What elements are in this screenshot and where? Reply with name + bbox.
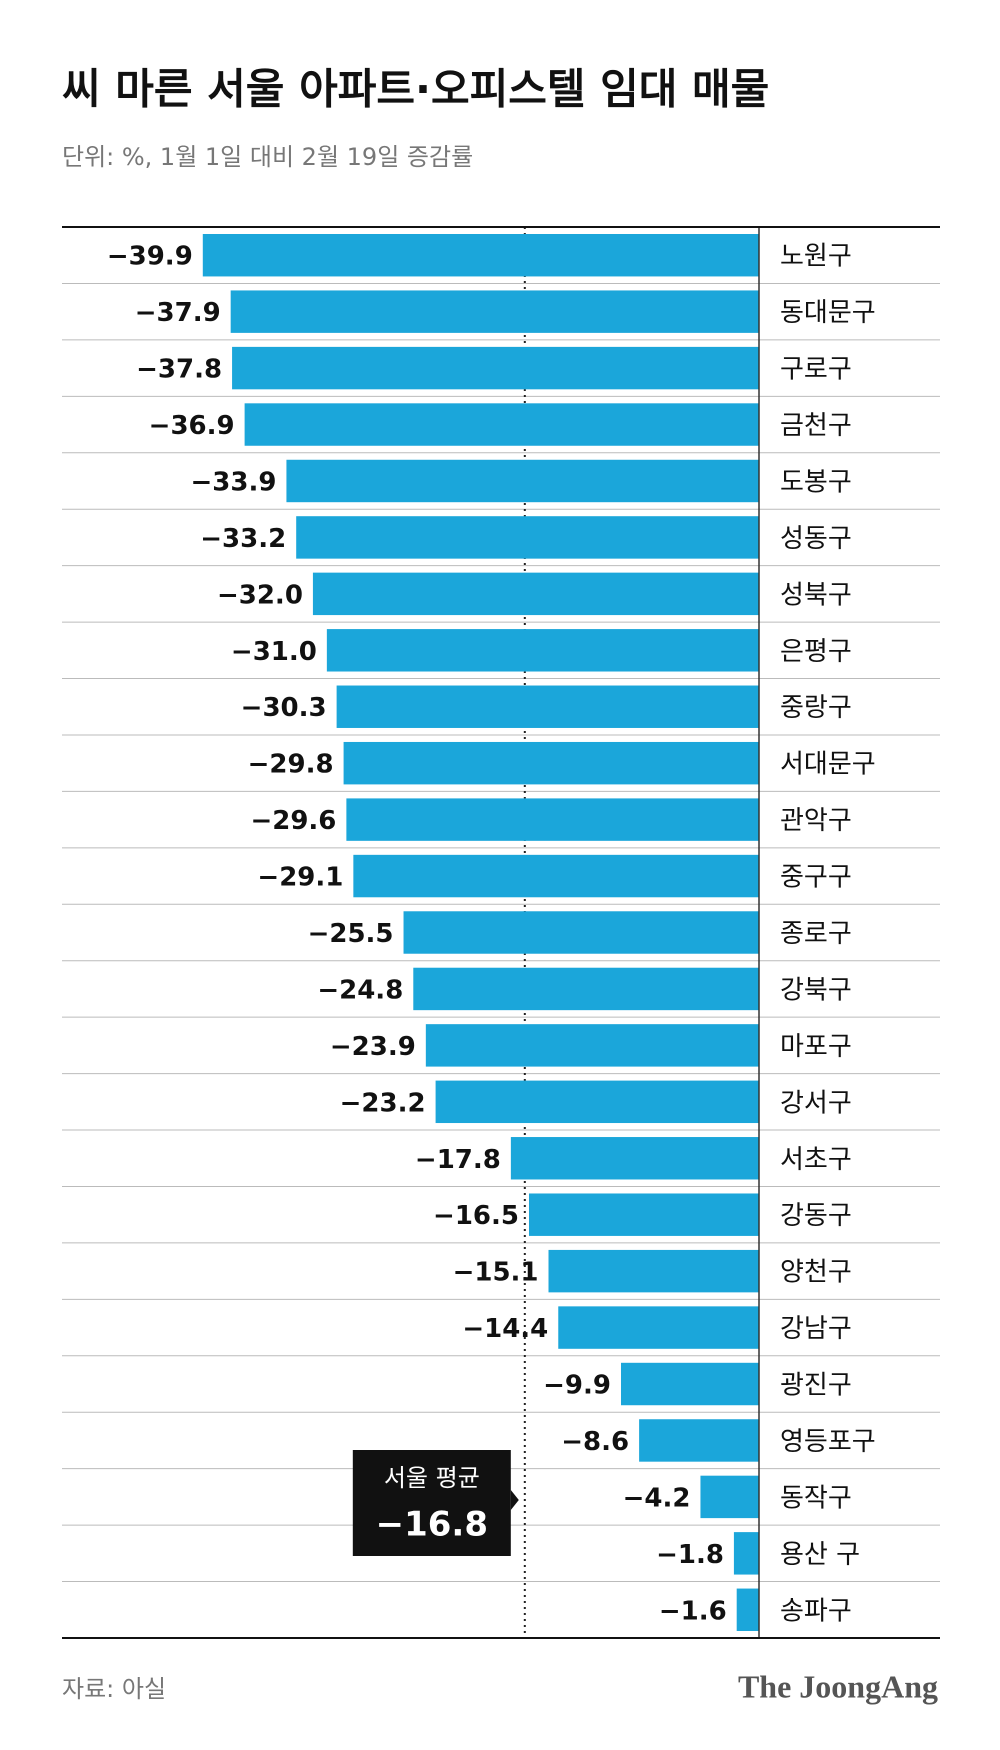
value-label: −16.5 — [433, 1201, 519, 1231]
category-label: 강남구 — [780, 1314, 852, 1344]
value-label: −31.0 — [231, 637, 317, 667]
chart-title: 씨 마른 서울 아파트·오피스텔 임대 매물 — [62, 65, 769, 114]
value-label: −1.8 — [656, 1540, 724, 1570]
brand: The JoongAng — [738, 1668, 938, 1704]
bar — [403, 911, 759, 954]
bar — [620, 1362, 759, 1406]
value-label: −33.9 — [190, 467, 276, 497]
value-label: −39.9 — [107, 242, 193, 272]
category-label: 금천구 — [780, 411, 852, 441]
category-label: 서초구 — [780, 1145, 852, 1175]
value-label: −25.5 — [308, 919, 394, 949]
value-label: −30.3 — [241, 693, 327, 723]
bar — [343, 741, 759, 785]
chart-subtitle: 단위: %, 1월 1일 대비 2월 19일 증감률 — [62, 143, 473, 171]
category-label: 중랑구 — [780, 693, 852, 723]
bar — [353, 854, 759, 898]
bar — [528, 1193, 759, 1236]
bar — [232, 346, 759, 390]
bar — [202, 234, 759, 277]
category-label: 은평구 — [780, 637, 852, 667]
value-label: −9.9 — [543, 1371, 611, 1401]
value-label: −36.9 — [149, 411, 235, 441]
source: 자료: 아실 — [62, 1675, 166, 1703]
bar — [296, 516, 759, 559]
value-label: −33.2 — [200, 524, 286, 554]
value-label: −37.9 — [135, 298, 221, 328]
category-label: 양천구 — [780, 1258, 852, 1288]
bar — [435, 1080, 759, 1124]
category-label: 동작구 — [780, 1483, 852, 1513]
value-label: −32.0 — [217, 580, 303, 610]
bar — [244, 403, 759, 446]
annotation-pointer — [510, 1490, 519, 1510]
bar — [639, 1419, 759, 1462]
value-label: −4.2 — [623, 1483, 691, 1513]
category-label: 성북구 — [780, 580, 852, 610]
bar — [510, 1137, 759, 1180]
category-label: 송파구 — [780, 1596, 852, 1626]
value-label: −1.6 — [659, 1596, 727, 1626]
bar — [312, 572, 759, 616]
bar — [700, 1475, 759, 1519]
category-label: 중구구 — [780, 863, 852, 893]
value-label: −29.1 — [257, 863, 343, 893]
value-label: −24.8 — [317, 975, 403, 1005]
category-label: 노원구 — [780, 242, 852, 272]
value-label: −29.6 — [250, 806, 336, 836]
bar — [736, 1588, 759, 1631]
category-label: 강북구 — [780, 975, 852, 1005]
category-label: 구로구 — [780, 355, 852, 385]
category-label: 영등포구 — [780, 1427, 876, 1457]
bar — [286, 459, 759, 503]
bar — [346, 798, 759, 841]
bar — [558, 1306, 759, 1349]
category-label: 종로구 — [780, 919, 852, 949]
value-label: −29.8 — [248, 750, 334, 780]
category-label: 강서구 — [780, 1088, 852, 1118]
value-label: −37.8 — [136, 355, 222, 385]
bar — [733, 1532, 759, 1575]
reference-value: −16.8 — [376, 1505, 488, 1545]
category-label: 용산 구 — [780, 1540, 860, 1570]
bar — [326, 629, 759, 672]
bar — [548, 1249, 759, 1293]
value-label: −14.4 — [462, 1314, 548, 1344]
value-label: −17.8 — [415, 1145, 501, 1175]
bar — [413, 967, 759, 1011]
bar — [336, 685, 759, 728]
category-label: 서대문구 — [780, 750, 876, 780]
category-label: 관악구 — [780, 806, 852, 836]
category-label: 도봉구 — [780, 467, 852, 497]
value-label: −23.9 — [330, 1032, 416, 1062]
category-label: 광진구 — [780, 1371, 852, 1401]
bar — [425, 1024, 759, 1067]
category-label: 성동구 — [780, 524, 852, 554]
reference-label: 서울 평균 — [384, 1464, 480, 1492]
category-label: 마포구 — [780, 1032, 852, 1062]
value-label: −15.1 — [453, 1258, 539, 1288]
value-label: −23.2 — [340, 1088, 426, 1118]
category-label: 동대문구 — [780, 298, 876, 328]
category-label: 강동구 — [780, 1201, 852, 1231]
value-label: −8.6 — [561, 1427, 629, 1457]
annotation-box — [352, 1450, 511, 1556]
bar — [230, 290, 759, 333]
